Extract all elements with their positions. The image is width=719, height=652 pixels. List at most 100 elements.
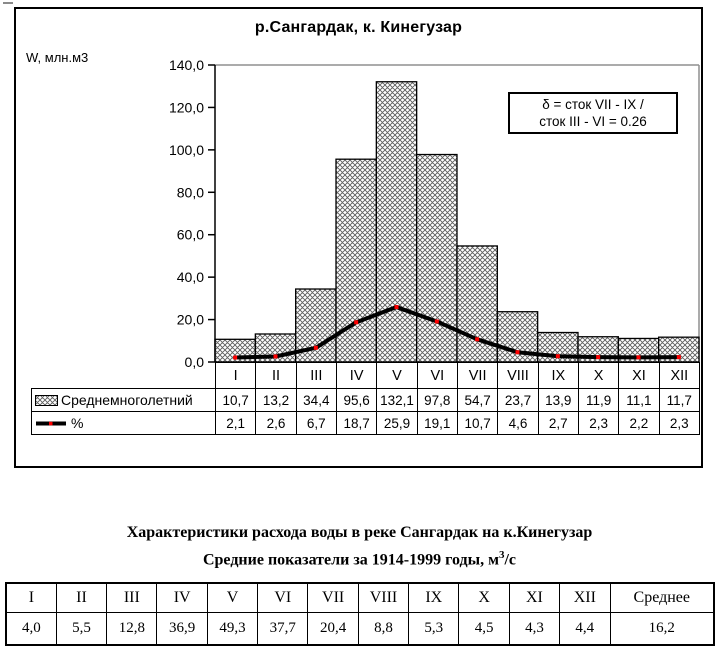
corner-artifact (3, 2, 13, 4)
months-row: I II III IV V VI VII VIII IX X XI XII (32, 362, 701, 389)
y-tick-label: 0,0 (185, 354, 205, 370)
summary-value-cell: 4,4 (559, 612, 611, 646)
line-marker-swatch-icon (36, 421, 66, 425)
summary-value-cell: 37,7 (257, 612, 309, 646)
summary-value-cell: 49,3 (206, 612, 259, 646)
hatched-swatch-icon (35, 394, 58, 406)
summary-header-cell-III: III (106, 582, 158, 613)
summary-value-cell: 20,4 (307, 612, 359, 646)
summary-value-cell: 5,5 (55, 612, 108, 646)
percent-value-cell: 2,2 (618, 411, 660, 435)
bar-VII (456, 245, 498, 363)
chart-title: р.Сангардак, к. Кинегузар (254, 19, 463, 36)
y-tick-label: 40,0 (177, 269, 204, 285)
percent-marker-X (596, 355, 601, 360)
bar-value-cell: 11,1 (618, 388, 660, 412)
month-cell-I: I (214, 362, 257, 389)
summary-header-cell-II: II (55, 582, 108, 613)
bar-value-cell: 34,4 (295, 388, 337, 412)
percent-value-cell: 2,6 (255, 411, 297, 435)
summary-value-cell: 16,2 (609, 612, 715, 646)
y-tick-label: 80,0 (177, 184, 204, 200)
summary-header-cell-X: X (458, 582, 510, 613)
bar-value-cell: 11,9 (577, 388, 620, 412)
percent-marker-XI (636, 355, 641, 360)
percent-marker-VI (434, 319, 439, 324)
bar-value-cell: 11,7 (658, 388, 701, 412)
summary-header-cell-IX: IX (408, 582, 460, 613)
percent-value-cell: 19,1 (416, 411, 458, 435)
month-cell-IX: IX (537, 362, 579, 389)
percent-marker-VII (475, 337, 480, 342)
percent-marker-II (273, 354, 278, 359)
summary-header-cell-XI: XI (508, 582, 561, 613)
percent-line (233, 305, 681, 360)
summary-value-cell: 36,9 (156, 612, 208, 646)
summary-header-cell-V: V (206, 582, 259, 613)
annotation-line-2: сток III - VI = 0.26 (539, 114, 647, 129)
summary-header-cell-XII: XII (559, 582, 611, 613)
percent-value-cell: 2,7 (537, 411, 579, 435)
summary-title-line-2: Средние показатели за 1914-1999 годы, м3… (202, 549, 517, 569)
summary-table: I II III IV V VI VII VIII IX X XI XII Среднее 4,0 5,5… (5, 582, 715, 646)
month-cell-II: II (255, 362, 297, 389)
month-cell-X: X (577, 362, 620, 389)
y-tick-label: 140,0 (169, 57, 204, 73)
percent-marker-I (233, 355, 238, 360)
summary-value-cell: 12,8 (106, 612, 158, 646)
superscript-3: 3 (498, 549, 505, 561)
bar-value-cell: 54,7 (456, 388, 499, 412)
month-cell-VI: VI (416, 362, 458, 389)
month-cell-V: V (376, 362, 418, 389)
annotation-line-1: δ = сток VII - IX / (542, 97, 644, 112)
percent-marker-IX (555, 354, 560, 359)
y-axis-unit-label: W, млн.м3 (26, 50, 89, 65)
summary-header-cell-I: I (5, 582, 57, 613)
bar-value-cell: 95,6 (335, 388, 378, 412)
chart-data-table: I II III IV V VI VII VIII IX X XI XII Среднемноголе… (31, 362, 701, 435)
summary-title: Характеристики расхода воды в реке Санга… (0, 521, 719, 571)
bar-value-cell: 13,2 (255, 388, 297, 412)
summary-value-cell: 5,3 (408, 612, 460, 646)
percent-value-cell: 25,9 (376, 411, 418, 435)
month-cell-XI: XI (618, 362, 660, 389)
annotation-box: δ = сток VII - IX / сток III - VI = 0.26 (508, 92, 678, 134)
legend-bar-label-cell: Среднемноголетний (31, 388, 216, 412)
percent-value-cell: 4,6 (497, 411, 539, 435)
summary-header-cell-Среднее: Среднее (609, 582, 715, 613)
summary-value-cell: 4,0 (5, 612, 57, 646)
month-cell-XII: XII (658, 362, 701, 389)
percent-values-row: % 2,1 2,6 6,7 18,7 25,9 19,1 10,7 4,6 2,7 2,3 2,2 2… (31, 411, 701, 435)
percent-value-cell: 6,7 (295, 411, 337, 435)
y-tick-label: 120,0 (169, 99, 204, 115)
chart-plot-area: 140,0 120,0 100,0 80,0 60,0 40,0 20,0 0,0 (169, 57, 700, 370)
summary-values-row: 4,0 5,5 12,8 36,9 49,3 37,7 20,4 8,8 5,3 4,5 4,3 4,… (5, 612, 715, 646)
percent-marker-VIII (515, 350, 520, 355)
legend-bar-label: Среднемноголетний (61, 392, 193, 408)
legend-line-label-cell: % (31, 411, 216, 435)
bar-value-cell: 13,9 (537, 388, 579, 412)
summary-value-cell: 4,5 (458, 612, 510, 646)
bar-value-cell: 23,7 (497, 388, 539, 412)
percent-value-cell: 10,7 (456, 411, 499, 435)
summary-title-line-1: Характеристики расхода воды в реке Санга… (126, 524, 593, 541)
legend-spacer-cell (32, 363, 216, 389)
bar-value-cell: 97,8 (416, 388, 458, 412)
month-cell-VIII: VIII (497, 362, 539, 389)
month-cell-VII: VII (456, 362, 499, 389)
percent-marker-XII (676, 355, 681, 360)
month-cell-III: III (295, 362, 337, 389)
summary-header-cell-VI: VI (257, 582, 309, 613)
bar-VI (416, 153, 458, 363)
percent-value-cell: 2,1 (214, 411, 257, 435)
bar-value-cell: 10,7 (214, 388, 257, 412)
month-cell-IV: IV (335, 362, 378, 389)
percent-value-cell: 2,3 (658, 411, 701, 435)
percent-value-cell: 18,7 (335, 411, 378, 435)
percent-value-cell: 2,3 (577, 411, 620, 435)
percent-marker-III (313, 345, 318, 350)
bar-values-row: Среднемноголетний 10,7 13,2 34,4 95,6 132,1 9… (31, 388, 701, 412)
percent-marker-IV (354, 320, 359, 325)
summary-header-cell-IV: IV (156, 582, 208, 613)
